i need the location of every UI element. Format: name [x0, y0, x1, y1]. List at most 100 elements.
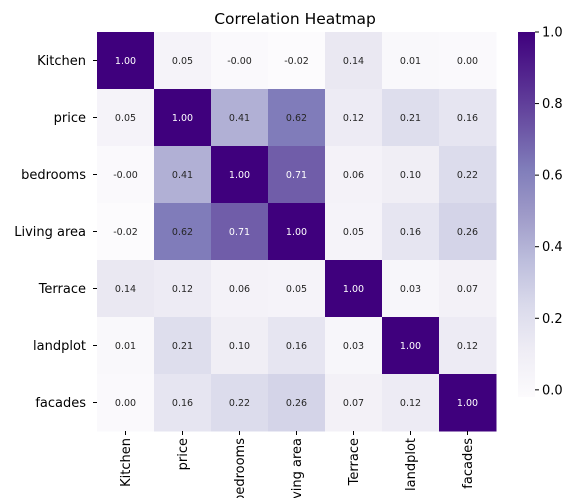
heatmap-cell-5-5	[382, 317, 440, 375]
cell-label-1-4: 0.12	[343, 113, 364, 124]
x-tick-label-1: price	[176, 438, 191, 470]
heatmap-cell-4-3	[268, 260, 326, 318]
colorbar: 0.0 0.2 0.4 0.6 0.8 1.0	[518, 26, 563, 398]
cell-label-2-1: 0.41	[172, 170, 193, 181]
heatmap-cell-0-1	[154, 32, 212, 90]
heatmap-cell-1-3	[268, 89, 326, 147]
cell-label-0-1: 0.05	[172, 56, 193, 67]
chart-title: Correlation Heatmap	[214, 10, 376, 28]
heatmap-cell-4-1	[154, 260, 212, 318]
cell-label-1-2: 0.41	[229, 113, 250, 124]
heatmap-cell-4-4	[325, 260, 383, 318]
heatmap-cell-3-4	[325, 203, 383, 261]
y-tick-label-5: landplot	[33, 339, 86, 354]
heatmap-cell-4-0	[97, 260, 155, 318]
cell-label-3-2: 0.71	[229, 227, 250, 238]
cell-label-3-1: 0.62	[172, 227, 193, 238]
cell-label-6-0: 0.00	[115, 398, 136, 409]
cell-label-2-5: 0.10	[400, 170, 421, 181]
colorbar-tick-label-0: 0.0	[542, 383, 563, 398]
heatmap-cell-5-3	[268, 317, 326, 375]
cell-label-3-0: -0.02	[113, 227, 138, 238]
heatmap-cell-1-5	[382, 89, 440, 147]
heatmap-cell-2-1	[154, 146, 212, 204]
colorbar-tick-label-5: 1.0	[542, 26, 563, 41]
cell-label-3-5: 0.16	[400, 227, 421, 238]
heatmap-cell-5-4	[325, 317, 383, 375]
heatmap-cell-6-1	[154, 374, 212, 432]
y-axis: Kitchen price bedrooms Living area Terrace la…	[14, 54, 97, 411]
heatmap-cell-3-6	[439, 203, 497, 261]
cell-label-1-1: 1.00	[172, 113, 193, 124]
cell-label-1-0: 0.05	[115, 113, 136, 124]
cell-label-4-5: 0.03	[400, 284, 421, 295]
x-tick-label-4: Terrace	[347, 438, 362, 486]
heatmap-cell-2-4	[325, 146, 383, 204]
cell-label-6-3: 0.26	[286, 398, 307, 409]
heatmap-cell-0-0	[97, 32, 155, 90]
x-tick-label-6: facades	[461, 438, 476, 489]
heatmap-cell-1-6	[439, 89, 497, 147]
cell-label-4-4: 1.00	[343, 284, 364, 295]
cell-label-4-1: 0.12	[172, 284, 193, 295]
heatmap-cell-2-6	[439, 146, 497, 204]
cell-label-4-3: 0.05	[286, 284, 307, 295]
colorbar-tick-label-4: 0.8	[542, 97, 563, 112]
y-tick-label-6: facades	[35, 396, 86, 411]
y-tick-label-0: Kitchen	[37, 54, 86, 69]
cell-label-5-3: 0.16	[286, 341, 307, 352]
colorbar-tick-label-2: 0.4	[542, 240, 563, 255]
heatmap-cell-2-3	[268, 146, 326, 204]
heatmap-cell-3-3	[268, 203, 326, 261]
cell-label-1-3: 0.62	[286, 113, 307, 124]
cell-label-2-3: 0.71	[286, 170, 307, 181]
heatmap-cell-2-0	[97, 146, 155, 204]
cell-label-2-6: 0.22	[457, 170, 478, 181]
heatmap-cell-3-5	[382, 203, 440, 261]
heatmap-cell-6-3	[268, 374, 326, 432]
cell-label-1-5: 0.21	[400, 113, 421, 124]
heatmap-cell-0-4	[325, 32, 383, 90]
heatmap-cell-2-5	[382, 146, 440, 204]
colorbar-bar	[518, 32, 535, 397]
heatmap-cells	[97, 32, 497, 432]
heatmap-cell-0-2	[211, 32, 269, 90]
cell-label-0-0: 1.00	[115, 56, 136, 67]
cell-label-2-0: -0.00	[113, 170, 138, 181]
x-tick-label-5: landplot	[404, 438, 419, 491]
cell-label-6-5: 0.12	[400, 398, 421, 409]
cell-label-0-4: 0.14	[343, 56, 364, 67]
heatmap-cell-6-5	[382, 374, 440, 432]
cell-label-5-5: 1.00	[400, 341, 421, 352]
cell-label-3-4: 0.05	[343, 227, 364, 238]
cell-label-0-2: -0.00	[227, 56, 252, 67]
heatmap-cell-3-0	[97, 203, 155, 261]
x-tick-label-2: bedrooms	[233, 438, 248, 498]
y-tick-label-4: Terrace	[38, 282, 86, 297]
heatmap-cell-0-3	[268, 32, 326, 90]
cell-label-0-5: 0.01	[400, 56, 421, 67]
cell-label-3-3: 1.00	[286, 227, 307, 238]
heatmap-cell-6-0	[97, 374, 155, 432]
cell-label-4-2: 0.06	[229, 284, 250, 295]
cell-label-5-2: 0.10	[229, 341, 250, 352]
cell-label-4-0: 0.14	[115, 284, 136, 295]
cell-label-5-4: 0.03	[343, 341, 364, 352]
heatmap-cell-3-2	[211, 203, 269, 261]
cell-label-0-3: -0.02	[284, 56, 309, 67]
heatmap-cell-5-6	[439, 317, 497, 375]
x-axis: Kitchen price bedrooms Living area Terrace la…	[119, 431, 476, 503]
cell-label-6-4: 0.07	[343, 398, 364, 409]
heatmap-cell-6-6	[439, 374, 497, 432]
cell-label-1-6: 0.16	[457, 113, 478, 124]
heatmap-cell-4-5	[382, 260, 440, 318]
cell-label-6-1: 0.16	[172, 398, 193, 409]
colorbar-tick-label-1: 0.2	[542, 312, 563, 327]
heatmap-cell-5-1	[154, 317, 212, 375]
cell-label-2-4: 0.06	[343, 170, 364, 181]
x-tick-label-0: Kitchen	[119, 438, 134, 487]
heatmap-cell-4-6	[439, 260, 497, 318]
cell-label-2-2: 1.00	[229, 170, 250, 181]
